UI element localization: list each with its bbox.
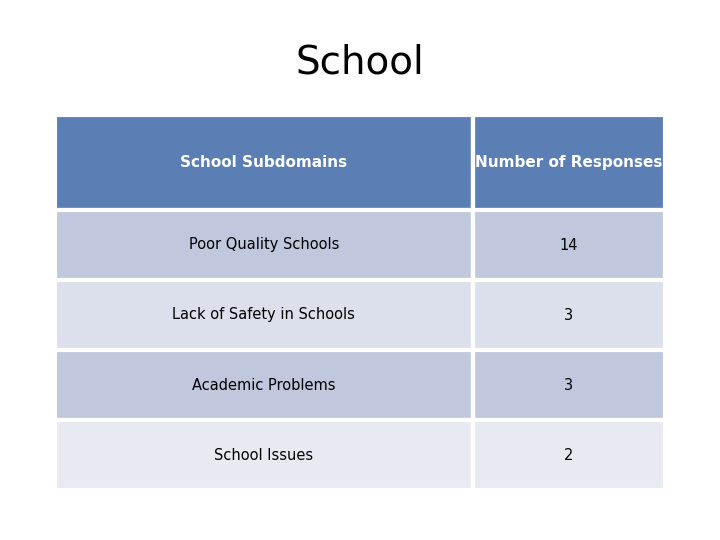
Text: 3: 3 [564,307,574,322]
Text: 2: 2 [564,448,574,462]
Bar [473,280,665,350]
Text: School Issues: School Issues [215,448,313,462]
Text: Lack of Safety in Schools: Lack of Safety in Schools [173,307,356,322]
Text: Number of Responses: Number of Responses [475,155,662,170]
Bar [55,115,473,210]
Text: Academic Problems: Academic Problems [192,377,336,393]
Bar [473,350,665,420]
Bar [55,420,473,490]
Text: Poor Quality Schools: Poor Quality Schools [189,238,339,253]
Bar [55,210,473,280]
Text: School: School [296,43,424,81]
Text: 3: 3 [564,377,574,393]
Bar [473,115,665,210]
Bar [55,350,473,420]
Bar [473,420,665,490]
Bar [473,210,665,280]
Text: 14: 14 [559,238,578,253]
Bar [55,280,473,350]
Text: School Subdomains: School Subdomains [181,155,348,170]
